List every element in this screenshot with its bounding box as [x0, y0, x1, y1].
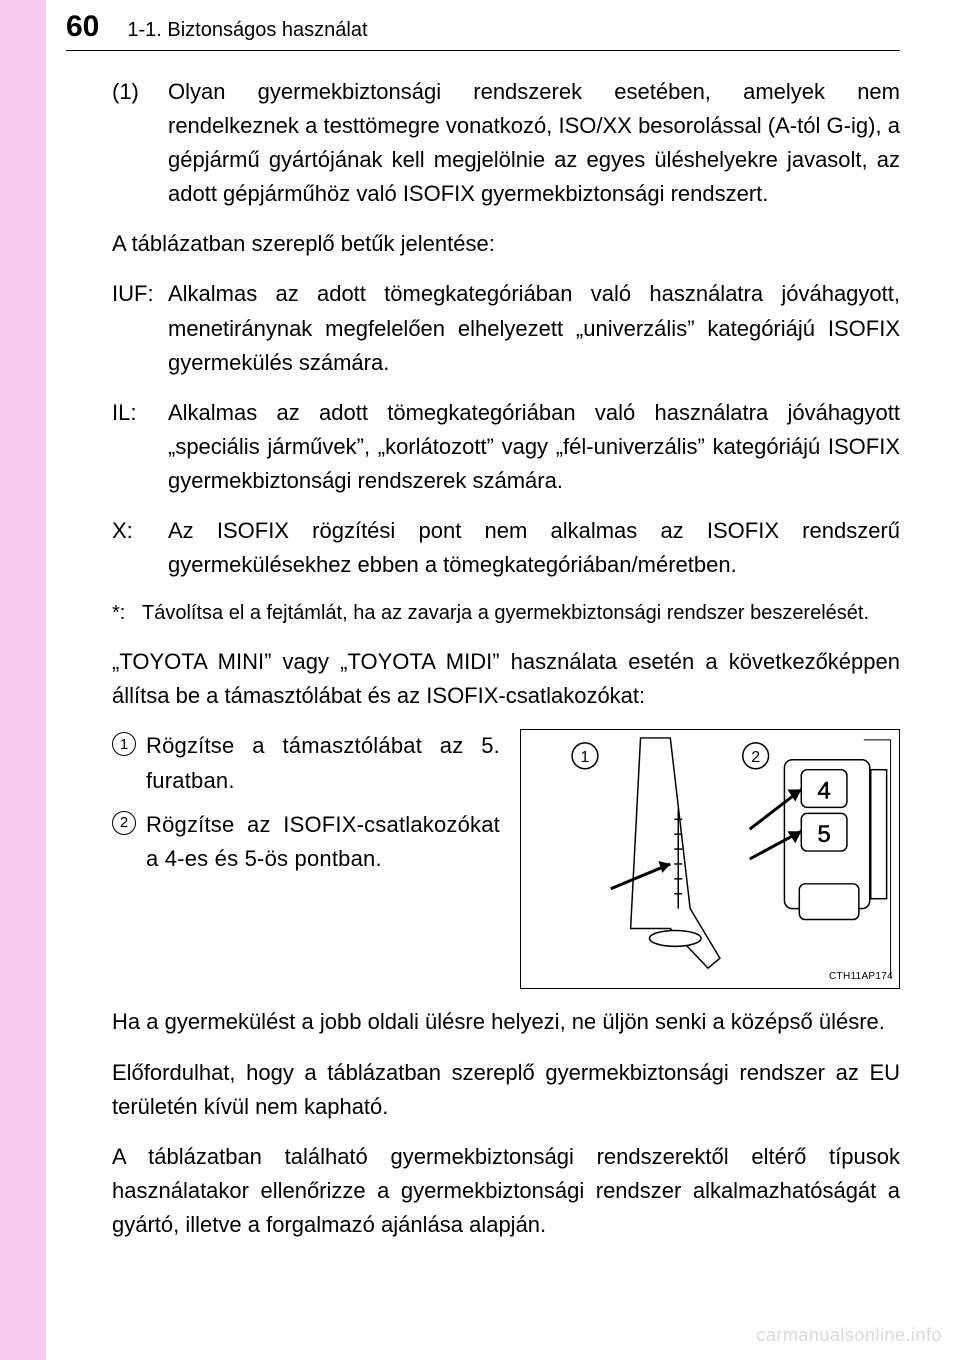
definition-row: IL: Alkalmas az adott tömegkategóriában …	[112, 396, 900, 498]
figure-row: 1 Rögzítse a támasztólábat az 5. furatba…	[112, 729, 900, 989]
def-key: X:	[112, 514, 168, 582]
paragraph: A táblázatban található gyermekbiztonság…	[112, 1140, 900, 1242]
def-text: Az ISOFIX rögzítési pont nem alkalmas az…	[168, 514, 900, 582]
list-item: 2 Rögzítse az ISOFIX-csatlakozókat a 4-e…	[112, 808, 500, 876]
footnote-key: *:	[112, 598, 142, 629]
footnote-text: Távolítsa el a fejtámlát, ha az zavarja …	[142, 598, 900, 629]
page-content: 60 1-1. Biztonságos használat (1) Olyan …	[46, 0, 960, 1360]
paragraph: Előfordulhat, hogy a táblázatban szerepl…	[112, 1056, 900, 1124]
paragraph: „TOYOTA MINI” vagy „TOYOTA MIDI” használ…	[112, 645, 900, 713]
callout-label: 2	[751, 749, 760, 766]
isofix-diagram-icon: 1 2 4 5	[521, 730, 899, 988]
list-item: 1 Rögzítse a támasztólábat az 5. furatba…	[112, 729, 500, 797]
paragraph-text: Olyan gyermekbiztonsági rendszerek eseté…	[168, 75, 900, 211]
paragraph: A táblázatban szereplő betűk jelentése:	[112, 227, 900, 261]
figure-code: CTH11AP174	[829, 969, 893, 985]
window-number: 5	[817, 822, 830, 849]
list-item-text: Rögzítse a támasztólábat az 5. furatban.	[146, 729, 500, 797]
def-key: IUF:	[112, 277, 168, 379]
paragraph: Ha a gyermekülést a jobb oldali ülésre h…	[112, 1005, 900, 1039]
section-title: 1-1. Biztonságos használat	[127, 19, 367, 42]
def-key: IL:	[112, 396, 168, 498]
list-item-text: Rögzítse az ISOFIX-csatlakozókat a 4-es …	[146, 808, 500, 876]
paragraph: (1) Olyan gyermekbiztonsági rendszerek e…	[112, 75, 900, 211]
body-text: (1) Olyan gyermekbiztonsági rendszerek e…	[66, 51, 900, 1242]
def-text: Alkalmas az adott tömegkategóriában való…	[168, 277, 900, 379]
watermark: carmanualsonline.info	[756, 1325, 942, 1346]
callout-label: 1	[581, 749, 590, 766]
figure-step-list: 1 Rögzítse a támasztólábat az 5. furatba…	[112, 729, 500, 885]
sidebar-tab	[0, 0, 46, 1360]
page-number: 60	[66, 10, 99, 44]
window-number: 4	[817, 778, 830, 805]
definition-row: IUF: Alkalmas az adott tömegkategóriában…	[112, 277, 900, 379]
definition-row: X: Az ISOFIX rögzítési pont nem alkalmas…	[112, 514, 900, 582]
def-text: Alkalmas az adott tömegkategóriában való…	[168, 396, 900, 498]
footnote: *: Távolítsa el a fejtámlát, ha az zavar…	[112, 598, 900, 629]
page-header: 60 1-1. Biztonságos használat	[66, 0, 900, 51]
illustration: 1 2 4 5 CTH11AP174	[520, 729, 900, 989]
circled-number-icon: 1	[112, 732, 136, 756]
circled-number-icon: 2	[112, 811, 136, 835]
list-number: (1)	[112, 75, 168, 211]
